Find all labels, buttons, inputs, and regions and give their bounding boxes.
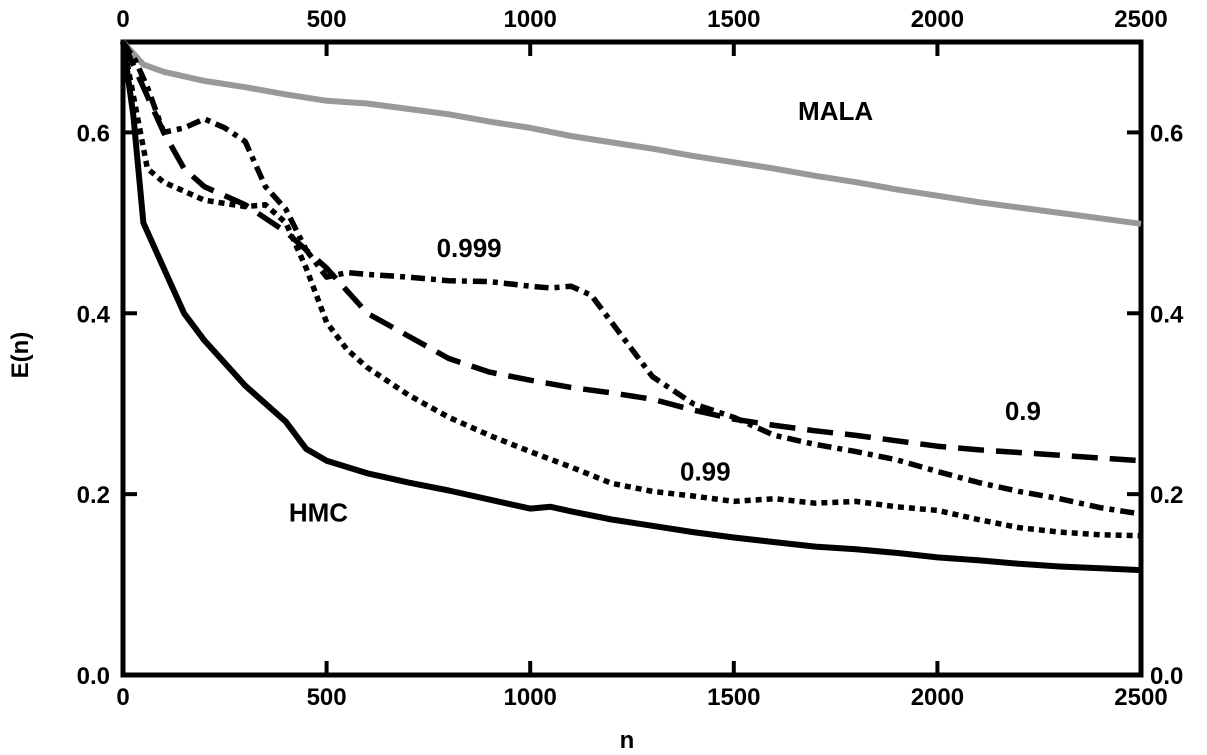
- x-tick-label-bottom: 2500: [1114, 684, 1167, 711]
- y-tick-label-left: 0.2: [77, 482, 110, 509]
- x-tick-label-top: 1000: [504, 6, 557, 33]
- annotation-mala: MALA: [798, 96, 873, 126]
- annotation-0-99: 0.99: [680, 457, 731, 487]
- series-line-hmc: [120, 41, 1142, 574]
- annotation-0-999: 0.999: [437, 233, 502, 263]
- x-tick-label-top: 2000: [911, 6, 964, 33]
- x-tick-label-bottom: 1000: [504, 684, 557, 711]
- y-tick-label-right: 0.6: [1150, 120, 1183, 147]
- x-tick-label-top: 1500: [707, 6, 760, 33]
- x-tick-label-bottom: 2000: [911, 684, 964, 711]
- x-tick-label-top: 500: [307, 6, 347, 33]
- y-tick-label-left: 0.0: [77, 663, 110, 690]
- x-tick-label-bottom: 1500: [707, 684, 760, 711]
- x-tick-label-bottom: 500: [307, 684, 347, 711]
- annotation-0-9: 0.9: [1005, 396, 1041, 426]
- series-line-0-99: [120, 41, 1142, 539]
- series-line-0-9: [120, 40, 1142, 464]
- y-tick-label-right: 0.4: [1150, 301, 1184, 328]
- y-axis-label: E(n): [7, 332, 34, 379]
- x-tick-label-bottom: 0: [116, 684, 129, 711]
- x-tick-label-top: 2500: [1114, 6, 1167, 33]
- plot-frame: [120, 39, 1144, 678]
- series-line-mala: [120, 39, 1142, 227]
- y-tick-label-left: 0.4: [77, 301, 111, 328]
- plot-area: 0 0 500 500 1000 1000 1500 1500 2000 2000 2500 2500…: [77, 6, 1184, 711]
- x-axis-label: n: [620, 727, 635, 754]
- y-tick-label-right: 0.0: [1150, 663, 1183, 690]
- annotation-hmc: HMC: [289, 497, 348, 527]
- y-tick-label-right: 0.2: [1150, 482, 1183, 509]
- x-tick-label-top: 0: [116, 6, 129, 33]
- series-line-0-999: [120, 40, 1142, 517]
- y-tick-label-left: 0.6: [77, 120, 110, 147]
